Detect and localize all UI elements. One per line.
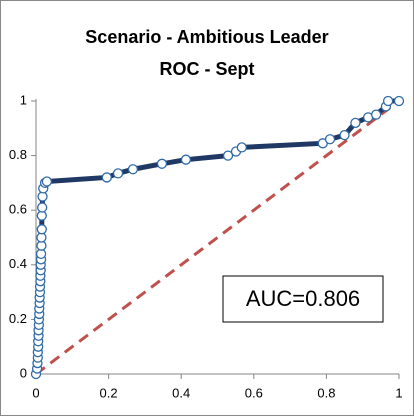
point [236, 142, 247, 153]
x-tick-label: 0.6 [245, 385, 263, 400]
y-tick-label: 1 [20, 92, 27, 107]
y-tick-label: 0.8 [9, 147, 27, 162]
point [350, 117, 361, 128]
point [180, 154, 192, 165]
point [339, 129, 350, 141]
point [37, 202, 48, 213]
annotation-box [222, 275, 384, 323]
x-tick-label: 1 [395, 385, 402, 400]
point [112, 168, 124, 179]
point [370, 109, 382, 120]
y-tick-label: 0.4 [9, 256, 27, 271]
x-tick-label: 0.4 [172, 385, 190, 400]
x-tick-label: 0.2 [100, 385, 118, 400]
chart-subtitle: ROC - Sept [159, 59, 254, 79]
point [156, 158, 168, 169]
y-tick-label: 0.2 [9, 311, 27, 326]
chart-title: Scenario - Ambitious Leader [85, 27, 328, 47]
annotation: AUC=0.806 [246, 286, 360, 311]
x-tick-label: 0.8 [317, 385, 335, 400]
point [382, 95, 394, 107]
point [101, 172, 112, 183]
y-tick-label: 0 [20, 365, 27, 380]
point [393, 95, 405, 107]
y-tick-label: 0.6 [9, 202, 27, 217]
reference-line [35, 99, 400, 376]
point [222, 150, 234, 161]
point [127, 164, 139, 175]
point [324, 134, 336, 145]
point [36, 224, 47, 235]
point [41, 176, 53, 187]
x-tick-label: 0 [32, 385, 39, 400]
